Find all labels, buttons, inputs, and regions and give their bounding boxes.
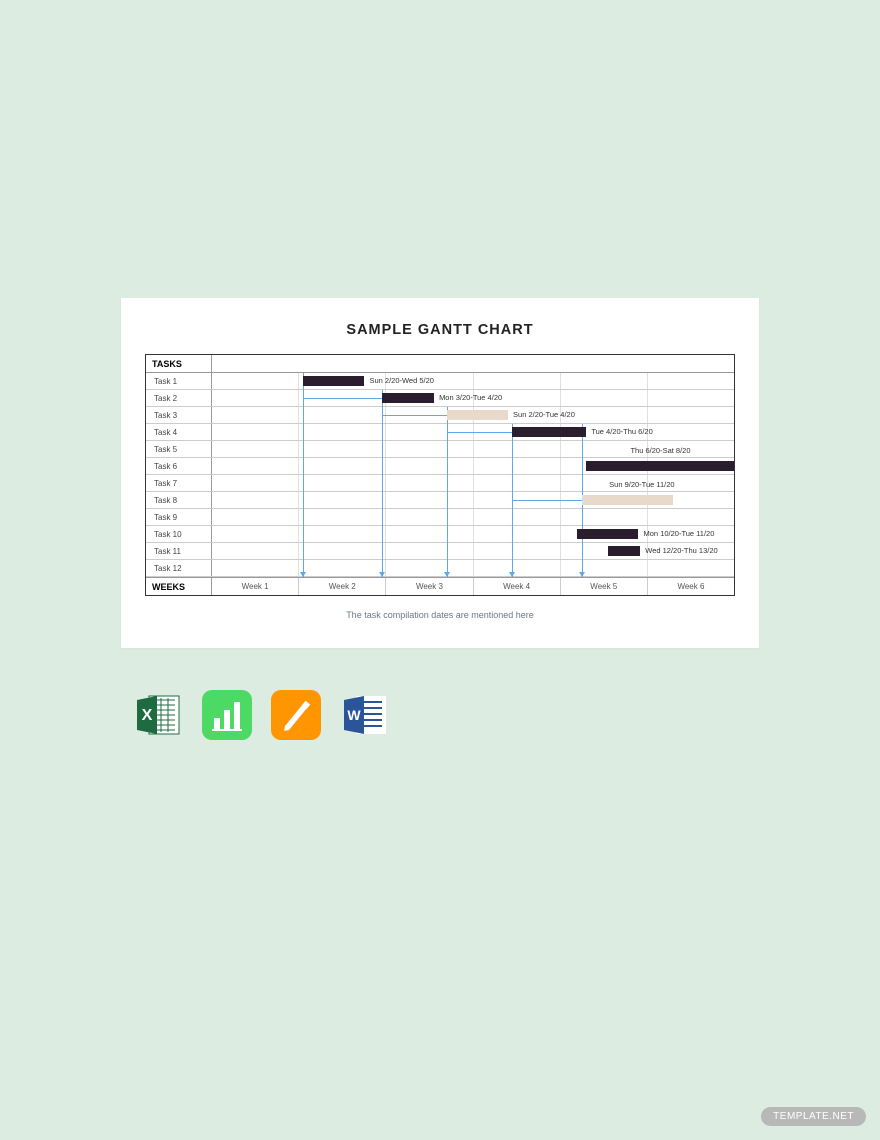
task-bar-area: Sun 9/20-Tue 11/20 xyxy=(212,492,734,508)
bar-date-label: Tue 4/20-Thu 6/20 xyxy=(591,427,652,436)
bar-date-label: Mon 3/20-Tue 4/20 xyxy=(439,393,502,402)
gantt-bar xyxy=(447,410,508,420)
svg-text:W: W xyxy=(347,707,361,723)
watermark-badge: TEMPLATE.NET xyxy=(761,1107,866,1126)
task-label: Task 1 xyxy=(146,373,212,389)
task-row: Task 6Thu 6/20-Sat 8/20 xyxy=(146,458,734,475)
week-label: Week 2 xyxy=(299,578,386,595)
gantt-header: TASKS xyxy=(146,355,734,373)
bar-date-label: Sun 9/20-Tue 11/20 xyxy=(609,480,674,489)
excel-icon[interactable]: X xyxy=(133,690,183,740)
bar-date-label: Sun 2/20-Wed 5/20 xyxy=(369,376,434,385)
gantt-container: TASKS Task 1 Sun 2/20-Wed 5/20 Task 2 Mon 3… xyxy=(145,354,735,596)
task-label: Task 7 xyxy=(146,475,212,491)
gantt-chart-card: SAMPLE GANTT CHART TASKS Task 1 Sun 2/20-… xyxy=(121,298,759,648)
gantt-footer: WEEKS Week 1Week 2Week 3Week 4Week 5Week… xyxy=(146,577,734,595)
week-label: Week 6 xyxy=(648,578,734,595)
week-label: Week 5 xyxy=(561,578,648,595)
task-label: Task 9 xyxy=(146,509,212,525)
task-row: Task 8Sun 9/20-Tue 11/20 xyxy=(146,492,734,509)
task-label: Task 6 xyxy=(146,458,212,474)
gantt-bar xyxy=(582,495,673,505)
task-label: Task 10 xyxy=(146,526,212,542)
week-label: Week 4 xyxy=(474,578,561,595)
gantt-bar xyxy=(512,427,586,437)
task-label: Task 8 xyxy=(146,492,212,508)
app-icons-row: X W xyxy=(121,690,759,740)
task-bar-area: Mon 10/20-Tue 11/20 xyxy=(212,526,734,542)
task-row: Task 2 Mon 3/20-Tue 4/20 xyxy=(146,390,734,407)
bar-date-label: Sun 2/20-Tue 4/20 xyxy=(513,410,575,419)
task-row: Task 3 Sun 2/20-Tue 4/20 xyxy=(146,407,734,424)
chart-caption: The task compilation dates are mentioned… xyxy=(145,610,735,620)
task-bar-area: Thu 6/20-Sat 8/20 xyxy=(212,458,734,474)
task-bar-area: Mon 3/20-Tue 4/20 xyxy=(212,390,734,406)
bar-date-label: Wed 12/20-Thu 13/20 xyxy=(645,546,717,555)
weeks-container: Week 1Week 2Week 3Week 4Week 5Week 6 xyxy=(212,578,734,595)
task-row: Task 10 Mon 10/20-Tue 11/20 xyxy=(146,526,734,543)
tasks-header-label: TASKS xyxy=(146,355,212,372)
gantt-bar xyxy=(577,529,638,539)
gantt-bar xyxy=(608,546,640,556)
pages-icon[interactable] xyxy=(271,690,321,740)
svg-text:X: X xyxy=(142,707,153,724)
task-bar-area: Sun 2/20-Tue 4/20 xyxy=(212,407,734,423)
gantt-bar xyxy=(303,376,364,386)
task-row: Task 11 Wed 12/20-Thu 13/20 xyxy=(146,543,734,560)
task-bar-area xyxy=(212,560,734,576)
bar-date-label: Mon 10/20-Tue 11/20 xyxy=(644,529,715,538)
task-label: Task 11 xyxy=(146,543,212,559)
task-bar-area xyxy=(212,509,734,525)
task-bar-area: Sun 2/20-Wed 5/20 xyxy=(212,373,734,389)
task-row: Task 9 xyxy=(146,509,734,526)
week-label: Week 1 xyxy=(212,578,299,595)
word-icon[interactable]: W xyxy=(340,690,390,740)
bar-date-label: Thu 6/20-Sat 8/20 xyxy=(630,446,690,455)
task-label: Task 5 xyxy=(146,441,212,457)
task-row: Task 4 Tue 4/20-Thu 6/20 xyxy=(146,424,734,441)
numbers-icon[interactable] xyxy=(202,690,252,740)
gantt-body: Task 1 Sun 2/20-Wed 5/20 Task 2 Mon 3/20-Tu… xyxy=(146,373,734,577)
task-bar-area: Wed 12/20-Thu 13/20 xyxy=(212,543,734,559)
task-label: Task 12 xyxy=(146,560,212,576)
week-label: Week 3 xyxy=(386,578,473,595)
task-label: Task 2 xyxy=(146,390,212,406)
page-background: SAMPLE GANTT CHART TASKS Task 1 Sun 2/20-… xyxy=(0,0,880,1140)
task-row: Task 1 Sun 2/20-Wed 5/20 xyxy=(146,373,734,390)
gantt-bar xyxy=(586,461,734,471)
task-label: Task 3 xyxy=(146,407,212,423)
task-label: Task 4 xyxy=(146,424,212,440)
chart-title: SAMPLE GANTT CHART xyxy=(145,322,735,338)
task-bar-area: Tue 4/20-Thu 6/20 xyxy=(212,424,734,440)
gantt-bar xyxy=(382,393,434,403)
task-row: Task 12 xyxy=(146,560,734,577)
weeks-footer-label: WEEKS xyxy=(146,578,212,595)
